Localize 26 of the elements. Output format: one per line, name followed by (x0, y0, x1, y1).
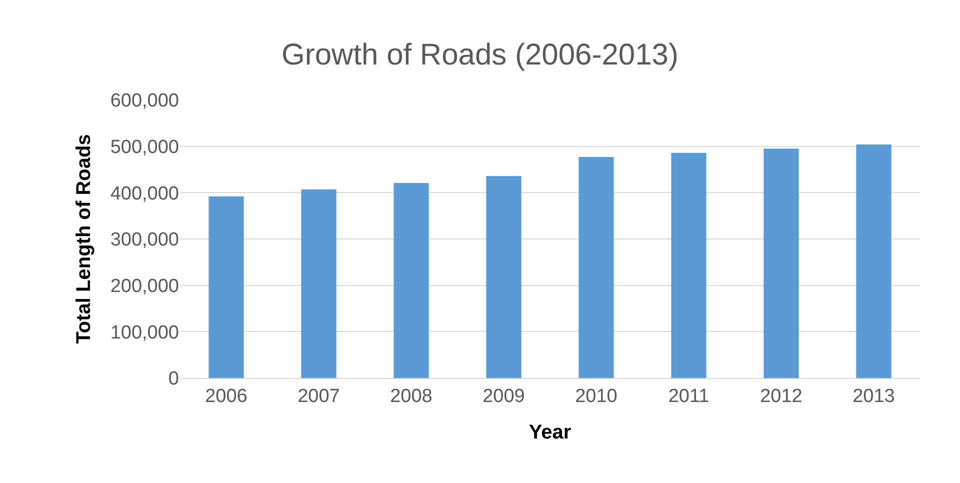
y-tick-label: 300,000 (110, 230, 179, 251)
y-tick-label: 100,000 (110, 322, 179, 344)
bar (208, 196, 244, 378)
bar (394, 182, 429, 378)
y-tick-label: 0 (168, 368, 179, 390)
x-tick-label: 2012 (760, 386, 802, 407)
y-axis-title: Total Length of Roads (72, 134, 95, 344)
bar (301, 189, 336, 378)
x-tick-label: 2011 (668, 386, 710, 407)
x-tick-label: 2010 (575, 386, 618, 407)
chart-title: Growth of Roads (2006-2013) (282, 38, 678, 72)
bar (856, 144, 892, 378)
bar (578, 156, 614, 378)
x-tick-label: 2009 (482, 386, 525, 407)
x-axis-title: Year (528, 421, 572, 444)
bar (486, 176, 522, 378)
y-tick-label: 200,000 (110, 276, 179, 297)
bar (764, 148, 799, 378)
y-tick-label: 600,000 (110, 90, 179, 112)
y-tick-label: 500,000 (110, 136, 179, 158)
x-tick-label: 2007 (298, 386, 340, 407)
y-tick-label: 400,000 (110, 183, 179, 204)
x-tick-label: 2013 (852, 386, 895, 407)
x-tick-label: 2006 (205, 386, 248, 407)
bar (671, 152, 706, 378)
x-tick-label: 2008 (390, 386, 432, 407)
